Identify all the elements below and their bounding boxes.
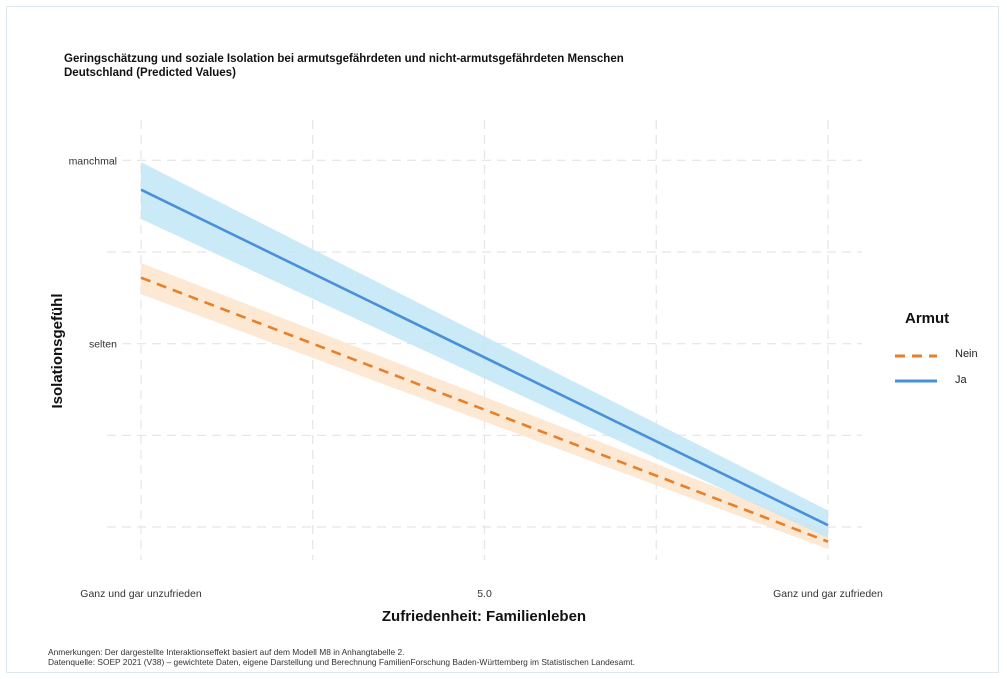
legend-label-ja: Ja [955,374,967,386]
series-line-nein [140,276,829,543]
band-nein [141,263,828,549]
legend-title: Armut [905,310,950,327]
series-line-ja [140,188,829,527]
legend-keys [895,354,937,383]
x-tick-labels: Ganz und gar unzufrieden 5.0 Ganz und gar … [80,588,883,600]
y-axis-label: Isolationsgefühl [49,293,66,408]
confidence-bands [141,162,828,549]
y-tick-label-1: manchmal [69,155,117,167]
chart-title-line-2: Deutschland (Predicted Values) [64,67,236,79]
series-lines [140,188,829,543]
x-tick-label-0: Ganz und gar unzufrieden [80,588,202,600]
chart-title: Geringschätzung und soziale Isolation be… [64,52,624,80]
y-tick-label-0: selten [89,339,117,351]
footnote-source: Datenquelle: SOEP 2021 (V38) – gewichtet… [48,657,635,667]
y-tick-labels: selten manchmal [69,155,118,350]
x-tick-label-2: Ganz und gar zufrieden [773,588,883,600]
chart-frame [6,6,999,673]
chart-title-line-1: Geringschätzung und soziale Isolation be… [64,53,624,65]
footnote-annotation: Anmerkungen: Der dargestellte Interaktio… [48,647,405,657]
x-axis-label: Zufriedenheit: Familienleben [382,608,586,625]
footnotes: Anmerkungen: Der dargestellte Interaktio… [48,647,635,667]
legend-label-nein: Nein [955,348,978,360]
x-tick-label-1: 5.0 [477,588,492,600]
band-ja [141,162,828,538]
